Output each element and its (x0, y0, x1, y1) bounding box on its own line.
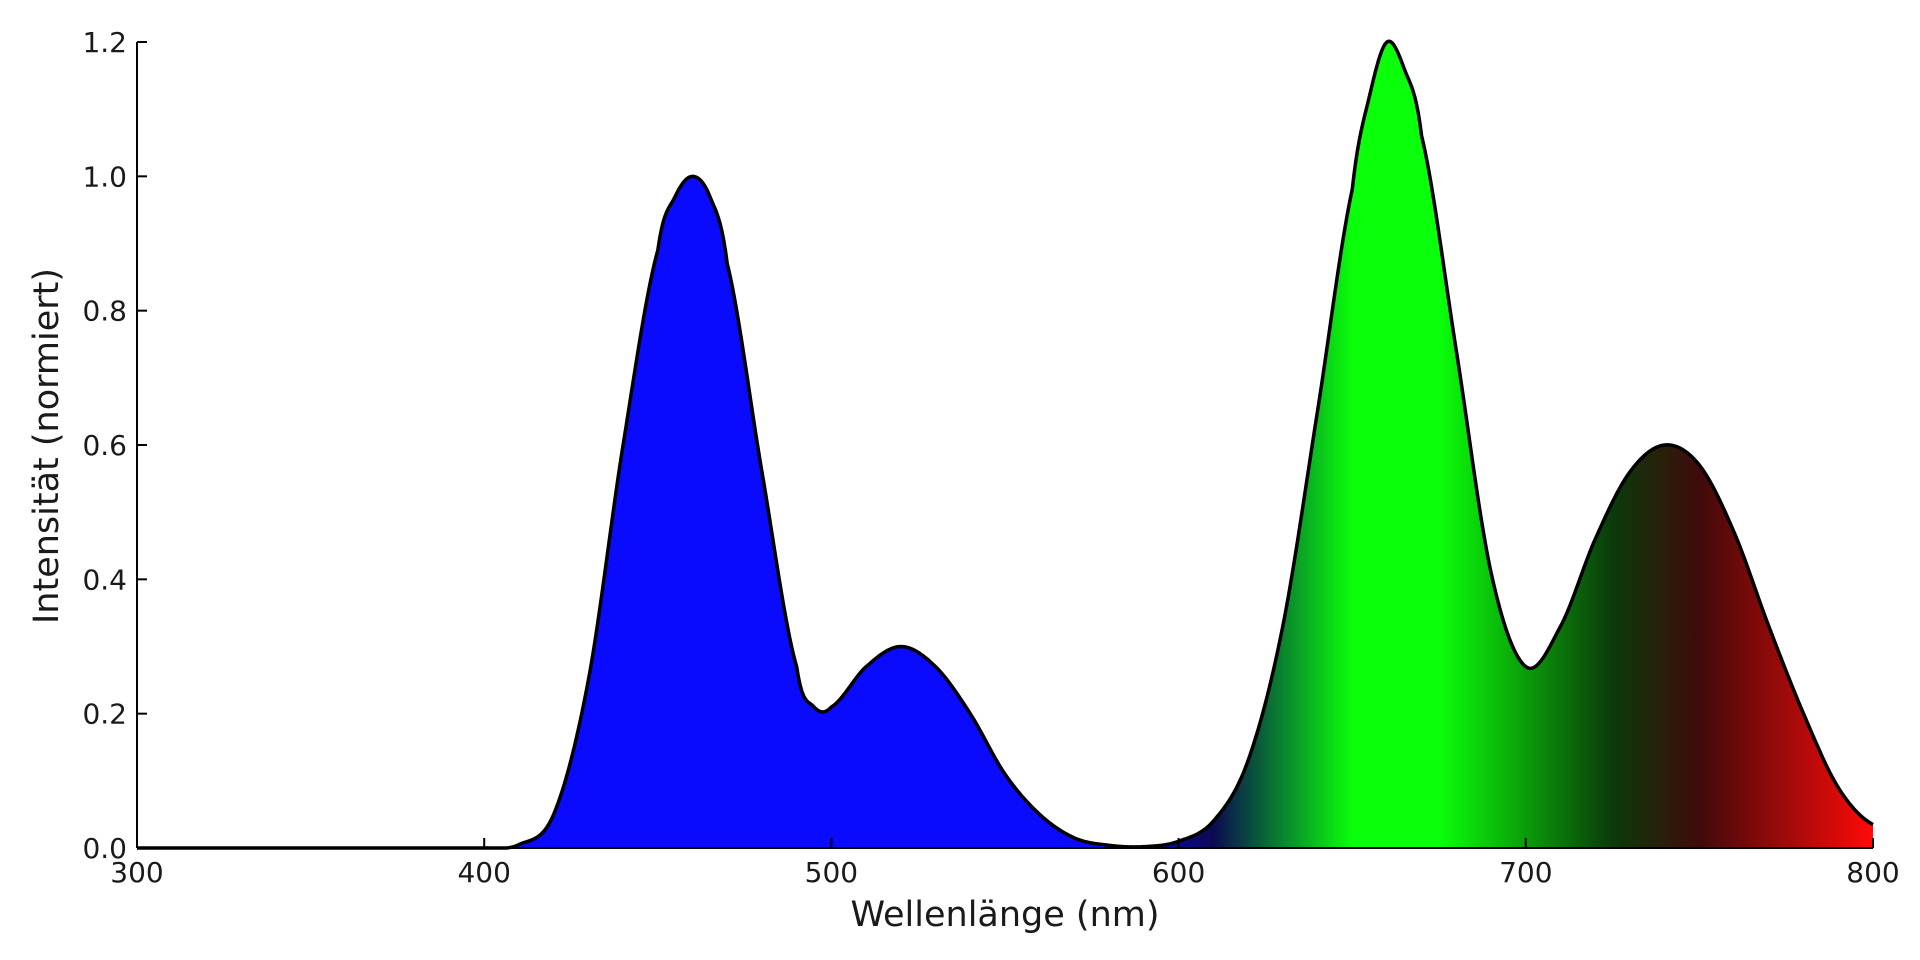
y-tick-label: 0.2 (82, 698, 127, 731)
x-tick-label: 300 (110, 856, 163, 889)
x-axis-title: Wellenlänge (nm) (850, 895, 1159, 935)
y-tick-label: 0.8 (82, 295, 127, 328)
y-tick-label: 1.0 (82, 160, 127, 193)
chart-marks (136, 39, 1874, 850)
y-tick-label: 0.6 (82, 429, 127, 462)
chart-axes: 300 400 500 600 700 800 0.0 0.2 0.4 0.6 0.8 1.0 1.2 (82, 26, 1899, 889)
x-tick-label: 600 (1152, 856, 1205, 889)
x-tick-label: 500 (805, 856, 858, 889)
y-tick-label: 0.4 (82, 563, 127, 596)
y-axis-title: Intensität (normiert) (27, 268, 67, 624)
x-tick-label: 700 (1499, 856, 1552, 889)
x-tick-label: 400 (457, 856, 510, 889)
y-tick-label: 1.2 (82, 26, 127, 59)
spectrum-fill-area (484, 41, 1874, 849)
y-tick-label: 0.0 (82, 832, 127, 865)
x-tick-label: 800 (1846, 856, 1899, 889)
